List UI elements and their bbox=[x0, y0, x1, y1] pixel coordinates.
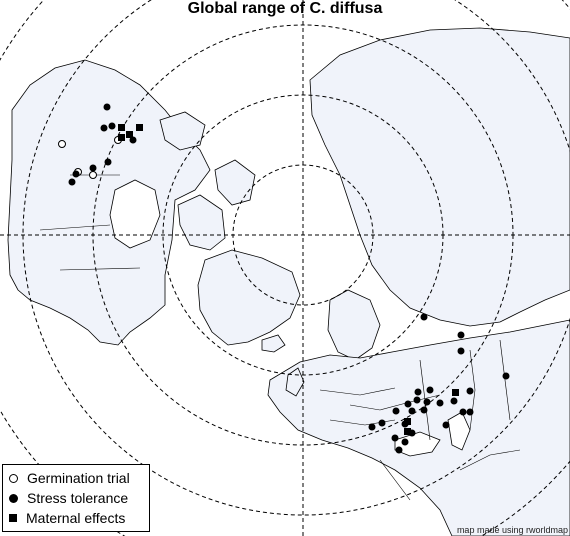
site-marker bbox=[368, 423, 376, 431]
site-marker bbox=[404, 418, 411, 425]
site-marker bbox=[457, 347, 465, 355]
site-marker bbox=[103, 103, 111, 111]
site-marker bbox=[420, 406, 428, 414]
filled-square-icon bbox=[9, 514, 17, 522]
site-marker bbox=[104, 158, 112, 166]
site-marker bbox=[466, 408, 474, 416]
caspian-sea bbox=[447, 411, 471, 451]
site-marker bbox=[89, 164, 97, 172]
maternal-effects-sites bbox=[118, 124, 459, 435]
site-marker bbox=[466, 387, 474, 395]
landmass-north-america bbox=[7, 59, 211, 346]
landmass-ellesmere bbox=[214, 159, 256, 206]
map-title: Global range of C. diffusa bbox=[187, 0, 383, 17]
site-marker bbox=[414, 388, 422, 396]
legend-item-germination: Germination trial bbox=[9, 470, 130, 486]
filled-circle-icon bbox=[9, 493, 18, 503]
site-marker bbox=[395, 446, 403, 454]
landmass-northern-asia bbox=[309, 27, 570, 327]
site-marker bbox=[420, 313, 428, 321]
legend-item-stress-tolerance: Stress tolerance bbox=[9, 490, 128, 506]
landmass-british-isles bbox=[285, 367, 305, 397]
legend: Germination trial Stress tolerance Mater… bbox=[2, 464, 150, 532]
legend-label: Maternal effects bbox=[26, 510, 126, 526]
site-marker bbox=[126, 131, 133, 138]
landmass-europe-asia bbox=[267, 319, 570, 536]
site-marker bbox=[426, 386, 434, 394]
site-marker bbox=[89, 171, 97, 179]
black-sea bbox=[394, 431, 441, 457]
site-marker bbox=[391, 434, 399, 442]
legend-label: Germination trial bbox=[27, 470, 130, 486]
site-marker bbox=[413, 396, 421, 404]
site-marker bbox=[404, 400, 412, 408]
landmass-baffin-island bbox=[177, 194, 226, 251]
map-credit: map made using rworldmap bbox=[456, 525, 568, 535]
site-marker bbox=[72, 170, 80, 178]
site-marker bbox=[404, 428, 411, 435]
landmass-iceland bbox=[261, 334, 286, 353]
site-marker bbox=[401, 438, 409, 446]
landmass-greenland bbox=[197, 249, 301, 346]
site-marker bbox=[58, 140, 66, 148]
site-marker bbox=[423, 398, 431, 406]
site-marker bbox=[68, 178, 76, 186]
site-marker bbox=[457, 331, 465, 339]
hudson-bay bbox=[109, 179, 161, 249]
site-marker bbox=[459, 408, 467, 416]
site-marker bbox=[118, 124, 125, 131]
legend-item-maternal-effects: Maternal effects bbox=[9, 510, 125, 526]
site-marker bbox=[108, 122, 116, 130]
legend-label: Stress tolerance bbox=[27, 490, 129, 506]
site-marker bbox=[450, 397, 458, 405]
site-marker bbox=[502, 372, 510, 380]
site-marker bbox=[408, 407, 416, 415]
site-marker bbox=[378, 419, 386, 427]
landmass-arctic-islands bbox=[159, 111, 206, 151]
site-marker bbox=[436, 399, 444, 407]
site-marker bbox=[129, 136, 137, 144]
open-circle-icon bbox=[9, 473, 18, 483]
landmass-scandinavia bbox=[327, 289, 381, 361]
site-marker bbox=[100, 124, 108, 132]
site-marker bbox=[136, 124, 143, 131]
site-marker bbox=[442, 421, 450, 429]
stress-tolerance-sites bbox=[68, 103, 510, 454]
site-marker bbox=[118, 134, 125, 141]
site-marker bbox=[452, 389, 459, 396]
site-marker bbox=[392, 407, 400, 415]
